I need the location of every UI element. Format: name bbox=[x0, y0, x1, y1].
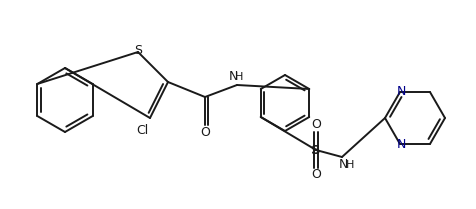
Text: Cl: Cl bbox=[136, 124, 148, 136]
Text: N: N bbox=[397, 84, 406, 98]
Text: N: N bbox=[397, 139, 406, 152]
Text: S: S bbox=[311, 144, 321, 157]
Text: N: N bbox=[228, 70, 238, 84]
Text: S: S bbox=[134, 45, 142, 57]
Text: H: H bbox=[346, 160, 354, 170]
Text: O: O bbox=[311, 119, 321, 131]
Text: O: O bbox=[200, 125, 210, 139]
Text: H: H bbox=[235, 72, 243, 82]
Text: N: N bbox=[338, 158, 347, 172]
Text: O: O bbox=[311, 168, 321, 181]
